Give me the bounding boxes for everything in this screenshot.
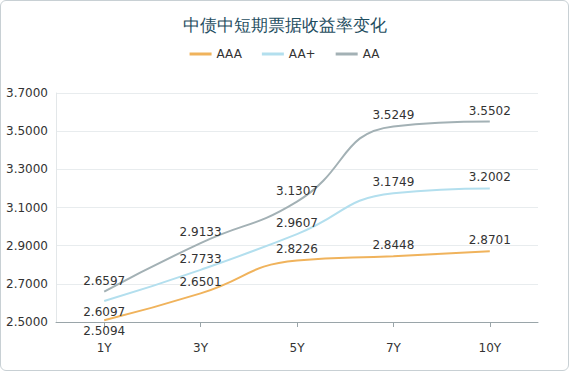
svg-text:7Y: 7Y: [386, 341, 402, 355]
svg-text:AA: AA: [363, 47, 381, 61]
svg-text:5Y: 5Y: [290, 341, 306, 355]
svg-text:2.6501: 2.6501: [180, 275, 222, 289]
svg-text:3.1749: 3.1749: [372, 175, 414, 189]
svg-text:3.3000: 3.3000: [6, 162, 48, 176]
svg-text:3.5000: 3.5000: [6, 124, 48, 138]
svg-text:3Y: 3Y: [193, 341, 209, 355]
svg-text:AA+: AA+: [289, 47, 316, 61]
svg-text:3.1307: 3.1307: [276, 184, 318, 198]
svg-text:2.9133: 2.9133: [180, 225, 222, 239]
svg-text:AAA: AAA: [217, 47, 243, 61]
svg-text:2.5094: 2.5094: [83, 324, 125, 338]
svg-text:2.6097: 2.6097: [83, 305, 125, 319]
svg-text:3.2002: 3.2002: [469, 170, 511, 184]
svg-text:2.9607: 2.9607: [276, 216, 318, 230]
svg-text:2.8448: 2.8448: [372, 238, 414, 252]
svg-text:3.1000: 3.1000: [6, 201, 48, 215]
svg-text:2.6597: 2.6597: [83, 274, 125, 288]
svg-text:2.9000: 2.9000: [6, 239, 48, 253]
svg-text:2.7000: 2.7000: [6, 277, 48, 291]
svg-text:中债中短期票据收益率变化: 中债中短期票据收益率变化: [183, 15, 387, 35]
svg-text:2.5000: 2.5000: [6, 315, 48, 329]
svg-text:2.8226: 2.8226: [276, 242, 318, 256]
svg-text:3.7000: 3.7000: [6, 86, 48, 100]
svg-text:2.8701: 2.8701: [469, 233, 511, 247]
svg-text:10Y: 10Y: [478, 341, 501, 355]
svg-text:3.5249: 3.5249: [372, 108, 414, 122]
svg-text:1Y: 1Y: [97, 341, 113, 355]
svg-text:3.5502: 3.5502: [469, 104, 511, 118]
svg-text:2.7733: 2.7733: [180, 252, 222, 266]
